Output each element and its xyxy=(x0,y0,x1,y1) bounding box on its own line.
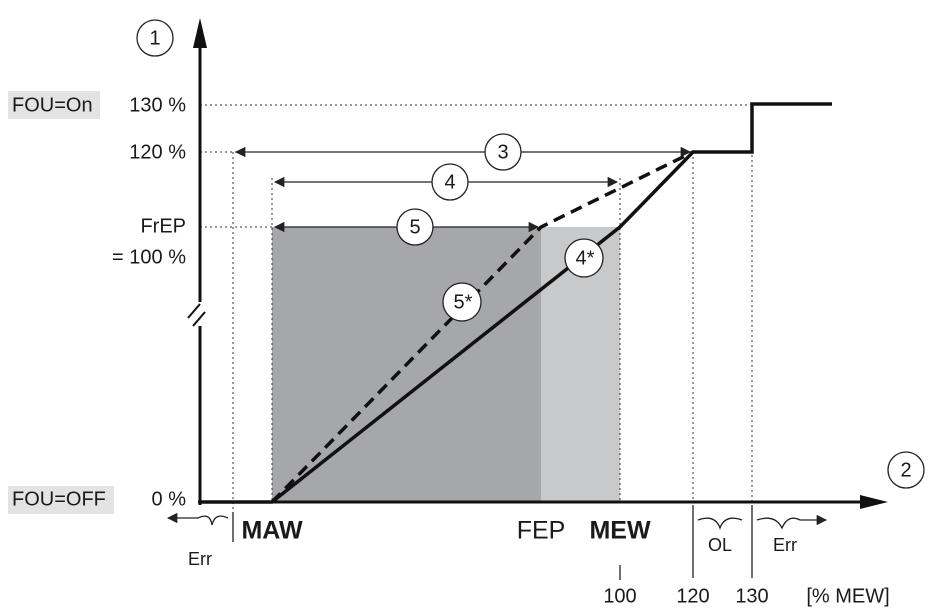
y-arrow xyxy=(193,18,207,48)
braces xyxy=(166,512,828,530)
range-marker: 3 xyxy=(497,141,508,163)
marker-circle xyxy=(484,133,522,171)
axis-break xyxy=(187,302,210,327)
curve-marker: 5* xyxy=(454,291,473,313)
x-label: [% MEW] xyxy=(806,585,889,607)
y-label: 120 % xyxy=(129,141,186,163)
marker-circle xyxy=(442,282,482,322)
x-label: 130 xyxy=(735,585,768,607)
marker-circle xyxy=(431,163,469,201)
x-label: FEP xyxy=(517,517,566,545)
marker-circle xyxy=(396,208,434,246)
x-label: OL xyxy=(708,535,732,555)
marker-circle xyxy=(564,238,604,278)
output-curve-fep xyxy=(270,150,694,504)
axis-marker: 1 xyxy=(149,27,160,49)
x-label: 100 xyxy=(603,585,636,607)
marker-circle xyxy=(887,451,925,489)
y-label: = 100 % xyxy=(112,246,186,268)
label-box xyxy=(8,91,100,119)
y-label: FOU=OFF xyxy=(12,488,106,510)
marker-circle xyxy=(136,19,174,57)
x-arrow xyxy=(860,495,888,509)
axis-marker: 2 xyxy=(900,459,911,481)
range-marker: 5 xyxy=(409,216,420,238)
x-label: 120 xyxy=(676,585,709,607)
y-label: 130 % xyxy=(129,94,186,116)
y-label: FOU=On xyxy=(12,94,93,116)
range-marker: 4 xyxy=(444,171,455,193)
x-label: MEW xyxy=(589,517,651,545)
x-label: Err xyxy=(773,535,797,555)
y-label: 0 % xyxy=(152,488,187,510)
y-label: FrEP xyxy=(140,215,186,237)
x-label: MAW xyxy=(241,517,303,545)
x-label: Err xyxy=(188,549,212,569)
curve-marker: 4* xyxy=(576,247,595,269)
label-box xyxy=(8,486,114,514)
